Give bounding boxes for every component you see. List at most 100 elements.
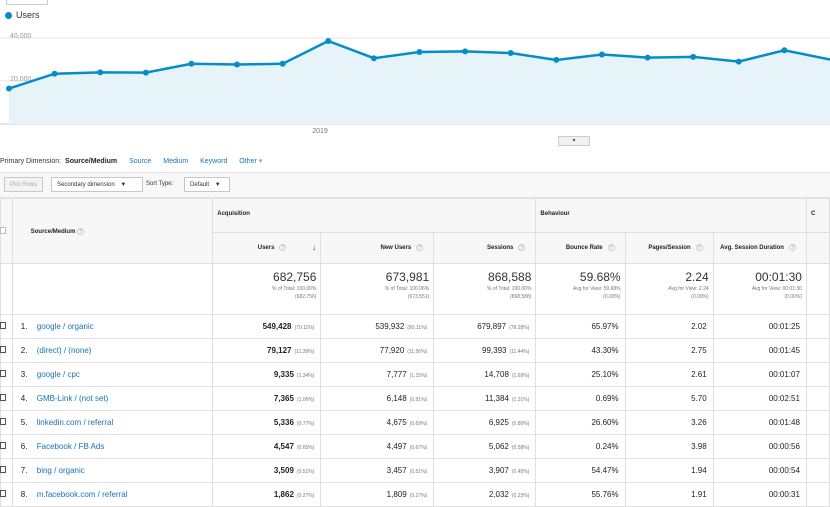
users-pct: (0.51%) bbox=[296, 469, 315, 475]
pages-session-cell: 1.94 bbox=[624, 458, 714, 483]
bounce-rate-cell: 65.97% bbox=[535, 314, 626, 339]
new-users-pct: (0.91%) bbox=[409, 397, 428, 403]
users-pct: (0.77%) bbox=[296, 421, 315, 427]
sessions-pct: (0.58%) bbox=[511, 445, 530, 451]
conversions-cell bbox=[805, 434, 830, 459]
row-checkbox[interactable] bbox=[0, 466, 6, 473]
dimension-keyword[interactable]: Keyword bbox=[200, 158, 228, 165]
users-column-header[interactable]: Users? ↓ bbox=[212, 232, 322, 264]
pages-total: 2.24 bbox=[685, 270, 709, 284]
source-medium-link[interactable]: (direct) / (none) bbox=[36, 346, 92, 355]
duration-total-cell: 00:01:30 Avg for View: 00:01:30 (0.00%) bbox=[712, 263, 807, 315]
data-point bbox=[644, 54, 651, 61]
help-icon[interactable]: ? bbox=[518, 244, 526, 251]
users-value: 549,428 bbox=[262, 322, 292, 331]
source-medium-link[interactable]: m.facebook.com / referral bbox=[36, 490, 128, 499]
source-medium-header[interactable]: Source/Medium ? bbox=[11, 198, 214, 264]
row-checkbox[interactable] bbox=[0, 346, 6, 353]
sessions-pct: (0.80%) bbox=[511, 421, 530, 427]
sort-desc-arrow-icon[interactable]: ↓ bbox=[311, 242, 317, 252]
bounce-rate-column-header[interactable]: Bounce Rate? bbox=[535, 232, 626, 264]
avg-duration-header-label: Avg. Session Duration bbox=[720, 245, 784, 251]
row-checkbox[interactable] bbox=[0, 370, 6, 377]
avg-duration-cell: 00:00:56 bbox=[712, 434, 807, 459]
row-select-cell bbox=[0, 482, 13, 507]
sessions-pct: (1.31%) bbox=[511, 397, 530, 403]
metric-dropdown[interactable] bbox=[6, 0, 48, 5]
users-value: 7,365 bbox=[273, 394, 294, 403]
pages-session-cell: 3.26 bbox=[624, 410, 714, 435]
help-icon[interactable]: ? bbox=[695, 244, 703, 251]
bounce-total-delta: (0.00%) bbox=[603, 294, 621, 300]
help-icon[interactable]: ? bbox=[607, 244, 615, 251]
source-medium-link[interactable]: Facebook / FB Ads bbox=[36, 442, 105, 451]
dimension-source[interactable]: Source bbox=[129, 158, 152, 165]
help-icon[interactable]: ? bbox=[788, 244, 796, 251]
new-users-cell: 539,932 (80.11%) bbox=[320, 314, 435, 339]
source-medium-link[interactable]: google / organic bbox=[36, 322, 94, 331]
row-index: 6. bbox=[20, 442, 28, 451]
data-point bbox=[735, 58, 742, 65]
users-cell: 4,547 (0.65%) bbox=[212, 434, 322, 459]
users-cell: 3,509 (0.51%) bbox=[212, 458, 322, 483]
new-users-column-header[interactable]: New Users? bbox=[320, 232, 435, 264]
pages-session-column-header[interactable]: Pages/Session? bbox=[624, 232, 714, 264]
new-users-value: 4,675 bbox=[386, 418, 407, 427]
avg-duration-cell: 00:02:51 bbox=[712, 386, 807, 411]
table-body: 1. google / organic 549,428 (79.11%) 539,932… bbox=[0, 314, 830, 507]
row-index: 8. bbox=[20, 490, 28, 499]
avg-duration-cell: 00:01:07 bbox=[712, 362, 807, 387]
row-checkbox[interactable] bbox=[0, 442, 6, 449]
bounce-rate-header-label: Bounce Rate bbox=[565, 245, 603, 251]
series-area bbox=[9, 41, 830, 124]
row-checkbox[interactable] bbox=[0, 394, 6, 401]
source-medium-link[interactable]: linkedin.com / referral bbox=[36, 418, 114, 427]
source-cell: 3. google / cpc bbox=[11, 362, 214, 387]
duration-total: 00:01:30 bbox=[755, 270, 802, 284]
data-point bbox=[462, 48, 469, 55]
source-medium-link[interactable]: bing / organic bbox=[36, 466, 85, 475]
secondary-dimension-label: Secondary dimension bbox=[57, 182, 115, 188]
select-all-checkbox[interactable] bbox=[0, 226, 6, 234]
row-checkbox[interactable] bbox=[0, 418, 6, 425]
row-index: 5. bbox=[20, 418, 28, 427]
data-point bbox=[507, 50, 514, 57]
source-medium-link[interactable]: GMB-Link / (not set) bbox=[36, 394, 109, 403]
help-icon[interactable]: ? bbox=[77, 227, 85, 235]
pages-session-cell: 5.70 bbox=[624, 386, 714, 411]
plot-rows-button[interactable]: Plot Rows bbox=[4, 177, 44, 192]
row-select-cell bbox=[0, 410, 13, 435]
sort-type-dropdown[interactable]: Default ▼ bbox=[184, 177, 230, 192]
conversions-subheader bbox=[805, 232, 830, 264]
new-users-value: 1,809 bbox=[386, 490, 407, 499]
help-icon[interactable]: ? bbox=[279, 244, 287, 251]
new-users-pct: (0.69%) bbox=[409, 421, 428, 427]
users-value: 1,862 bbox=[273, 490, 294, 499]
row-select-cell bbox=[0, 458, 13, 483]
sessions-header-label: Sessions bbox=[487, 245, 514, 251]
new-users-cell: 1,809 (0.27%) bbox=[320, 482, 435, 507]
dimension-source-medium[interactable]: Source/Medium bbox=[65, 158, 118, 165]
bounce-rate-cell: 0.69% bbox=[535, 386, 626, 411]
source-medium-link[interactable]: google / cpc bbox=[36, 370, 80, 379]
help-icon[interactable]: ? bbox=[416, 244, 424, 251]
data-point bbox=[142, 69, 149, 76]
avg-duration-column-header[interactable]: Avg. Session Duration? bbox=[712, 232, 807, 264]
behaviour-header: Behaviour bbox=[535, 198, 807, 233]
new-users-cell: 77,920 (11.56%) bbox=[320, 338, 435, 363]
dimension-medium[interactable]: Medium bbox=[163, 158, 189, 165]
sessions-column-header[interactable]: Sessions? bbox=[433, 232, 537, 264]
users-cell: 1,862 (0.27%) bbox=[212, 482, 322, 507]
sessions-pct: (0.45%) bbox=[511, 469, 530, 475]
users-chart-svg: 40,000 20,000 2019 bbox=[0, 33, 830, 135]
row-checkbox[interactable] bbox=[0, 322, 6, 329]
secondary-dimension-dropdown[interactable]: Secondary dimension ▼ bbox=[51, 177, 143, 192]
data-point bbox=[416, 48, 423, 55]
users-header-label: Users bbox=[257, 245, 275, 251]
bounce-rate-cell: 0.24% bbox=[535, 434, 626, 459]
pages-session-cell: 2.02 bbox=[624, 314, 714, 339]
chart-collapse-toggle[interactable]: ▾ bbox=[558, 136, 590, 146]
data-point bbox=[51, 70, 58, 77]
dimension-other[interactable]: Other ▾ bbox=[239, 158, 262, 165]
source-cell: 7. bing / organic bbox=[11, 458, 214, 483]
